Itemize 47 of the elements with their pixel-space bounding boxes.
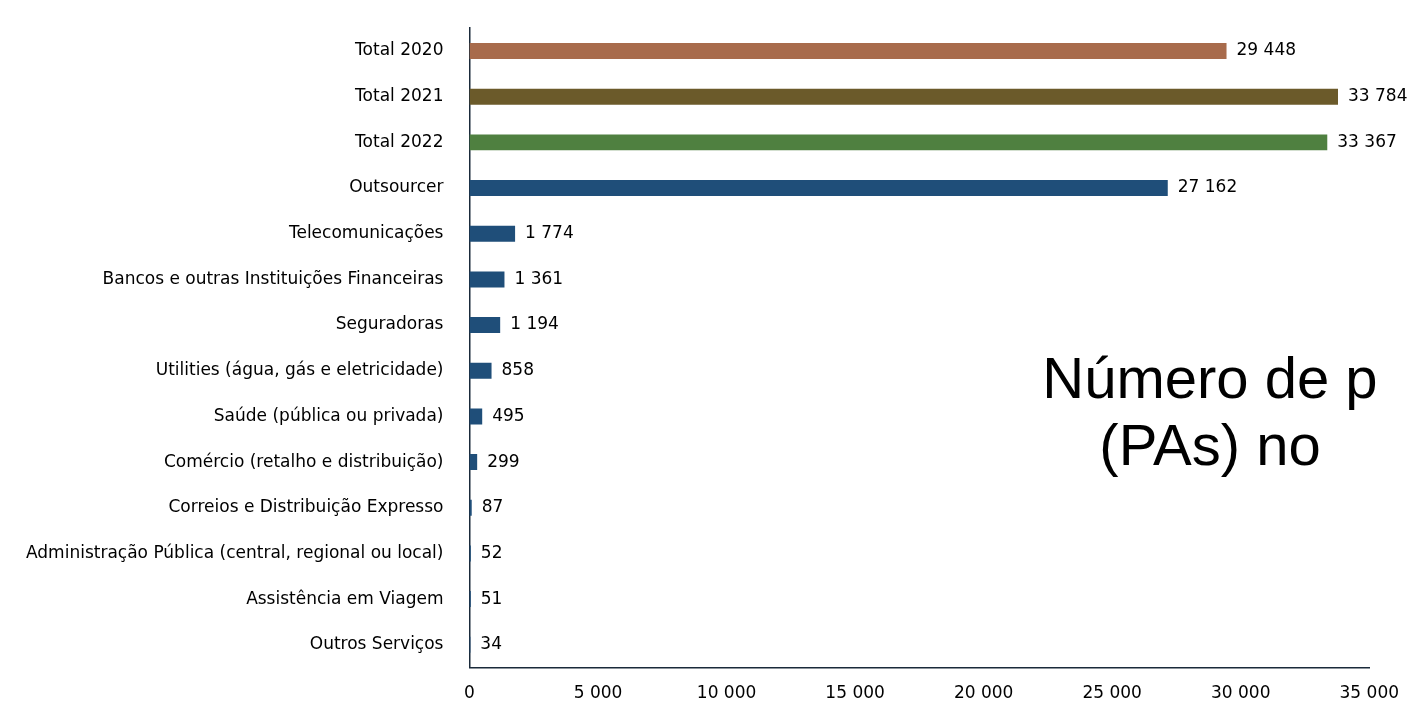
text: Número de p (PAs) no: [1041, 345, 1379, 479]
y-tick-label: Correios e Distribuição Expresso: [168, 496, 444, 517]
x-tick-label: 30 000: [1210, 682, 1271, 703]
bar: [469, 134, 1328, 151]
bar: [469, 271, 505, 288]
bar: [469, 180, 1168, 197]
data-label: 27 162: [1177, 176, 1238, 197]
y-tick-label: Outros Serviços: [309, 633, 444, 654]
data-label: 1 194: [510, 313, 559, 334]
data-label: 87: [481, 496, 504, 517]
y-tick-label: Seguradoras: [335, 313, 444, 334]
y-tick-label: Telecomunicações: [287, 222, 444, 243]
data-label: 29 448: [1236, 39, 1297, 60]
y-tick-label: Utilities (água, gás e eletricidade): [155, 359, 444, 380]
y-tick-label: Total 2020: [354, 39, 444, 60]
y-tick-label: Outsourcer: [349, 176, 444, 197]
data-label: 33 367: [1337, 130, 1397, 151]
y-tick-label: Comércio (retalho e distribuição): [163, 450, 444, 471]
data-label: 858: [501, 359, 534, 380]
data-label: 52: [480, 541, 503, 562]
x-tick-label: 20 000: [953, 682, 1014, 703]
y-tick-label: Total 2022: [354, 130, 444, 151]
x-tick-label: 10 000: [696, 682, 757, 703]
x-tick-label: 25 000: [1082, 682, 1142, 703]
bar: [469, 362, 492, 379]
bar: [469, 454, 478, 471]
bar: [469, 317, 501, 334]
bar: [469, 88, 1338, 105]
y-tick-label: Assistência em Viagem: [246, 587, 444, 608]
y-tick-label: Administração Pública (central, regional ou local): [26, 541, 444, 562]
bar: [469, 408, 483, 425]
bar: [469, 43, 1227, 60]
y-tick-label: Saúde (pública ou privada): [213, 404, 444, 425]
y-tick-label: Total 2021: [354, 85, 444, 106]
data-label: 1 774: [525, 222, 574, 243]
data-label: 1 361: [514, 267, 564, 288]
bar: [469, 225, 516, 242]
data-label: 495: [492, 404, 525, 425]
data-label: 299: [487, 450, 520, 471]
data-label: 34: [480, 633, 502, 654]
x-tick-label: 5 000: [573, 682, 623, 703]
x-tick-label: 35 000: [1339, 682, 1399, 703]
x-tick-label: 15 000: [825, 682, 885, 703]
y-tick-label: Bancos e outras Instituições Financeiras: [102, 267, 444, 288]
data-label: 51: [480, 587, 503, 608]
data-label: 33 784: [1348, 85, 1408, 106]
x-tick-label: 0: [464, 682, 475, 703]
